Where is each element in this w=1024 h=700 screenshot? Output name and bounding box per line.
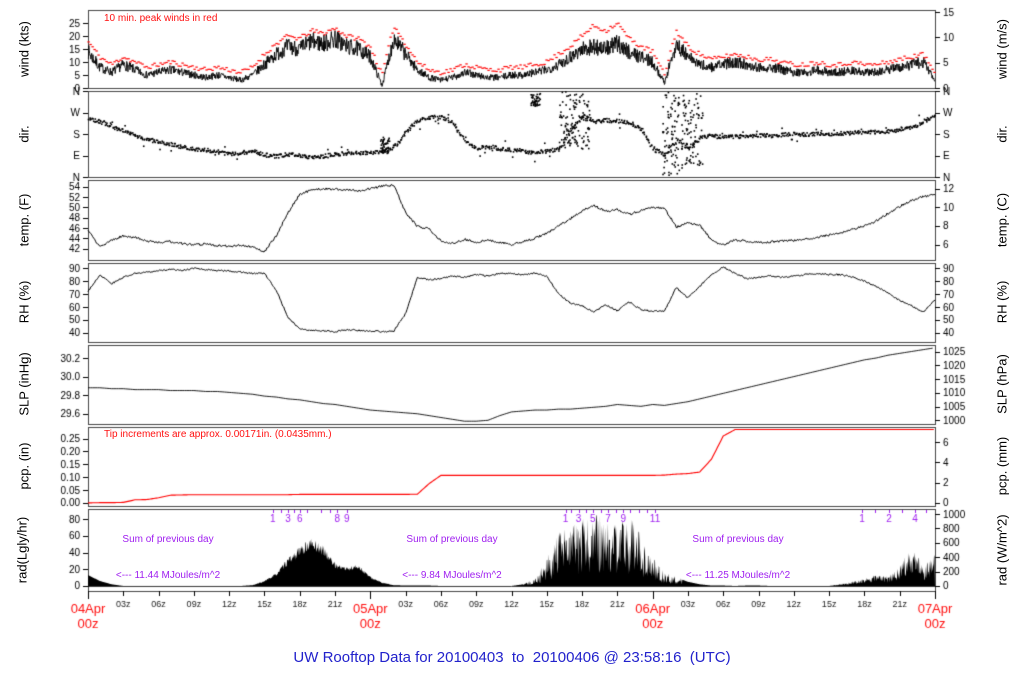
sum-line2: <--- 9.84 MJoules/m^2 (402, 570, 502, 581)
y-axis-label-dir-right: dir. (994, 125, 1010, 143)
radiation-sum-day1: Sum of previous day <--- 11.44 MJoules/m… (63, 510, 273, 606)
y-axis-label-pcp-left: pcp. (in) (16, 442, 32, 490)
chart-title: UW Rooftop Data for 20100403 to 20100406… (293, 649, 731, 666)
tip-increment-note: Tip increments are approx. 0.00171in. (0… (104, 429, 332, 440)
y-axis-label-temp-left: temp. (F) (16, 193, 32, 247)
sum-line1: Sum of previous day (692, 534, 784, 545)
y-axis-label-rad-right: rad (W/m^2) (994, 514, 1010, 586)
y-axis-label-slp-right: SLP (hPa) (994, 354, 1010, 414)
y-axis-label-rh-right: RH (%) (994, 280, 1010, 324)
y-axis-label-dir-left: dir. (16, 125, 32, 143)
wind-peak-note: 10 min. peak winds in red (104, 13, 218, 24)
sum-line1: Sum of previous day (122, 534, 214, 545)
y-axis-label-wind-left: wind (kts) (16, 21, 32, 77)
y-axis-label-pcp-right: pcp. (mm) (994, 436, 1010, 496)
sum-line2: <--- 11.25 MJoules/m^2 (685, 570, 791, 581)
y-axis-label-wind-right: wind (m/s) (994, 19, 1010, 79)
sum-line2: <--- 11.44 MJoules/m^2 (115, 570, 221, 581)
y-axis-label-rad-left: rad(Lgly/hr) (14, 516, 30, 584)
radiation-sum-day3: Sum of previous day <--- 11.25 MJoules/m… (633, 510, 843, 606)
y-axis-label-slp-left: SLP (inHg) (16, 352, 32, 416)
y-axis-label-rh-left: RH (%) (16, 280, 32, 324)
radiation-sum-day2: Sum of previous day <--- 9.84 MJoules/m^… (347, 510, 557, 606)
y-axis-label-temp-right: temp. (C) (994, 192, 1010, 248)
sum-line1: Sum of previous day (406, 534, 498, 545)
